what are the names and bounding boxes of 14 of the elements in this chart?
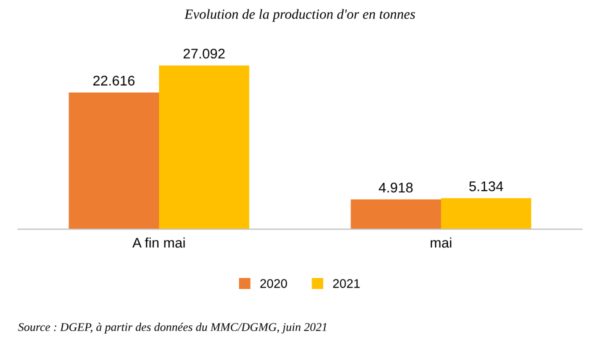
- bar: [350, 199, 441, 230]
- legend-label: 2020: [260, 279, 288, 288]
- data-label: 27.092: [184, 48, 225, 59]
- data-label: 5.134: [469, 181, 504, 192]
- chart-title: Evolution de la production d'or en tonnes: [184, 9, 415, 22]
- bar: [159, 65, 250, 230]
- source-note: Source : DGEP, à partir des données du MMC/DGMG, juin 2021: [18, 322, 326, 334]
- bar: [68, 92, 159, 230]
- x-tick-label: A fin mai: [132, 237, 185, 248]
- bar: [441, 198, 532, 230]
- data-label: 22.616: [93, 76, 135, 86]
- legend-label: 2021: [333, 279, 360, 288]
- x-tick-label: mai: [430, 237, 452, 248]
- data-label: 4.918: [378, 182, 413, 193]
